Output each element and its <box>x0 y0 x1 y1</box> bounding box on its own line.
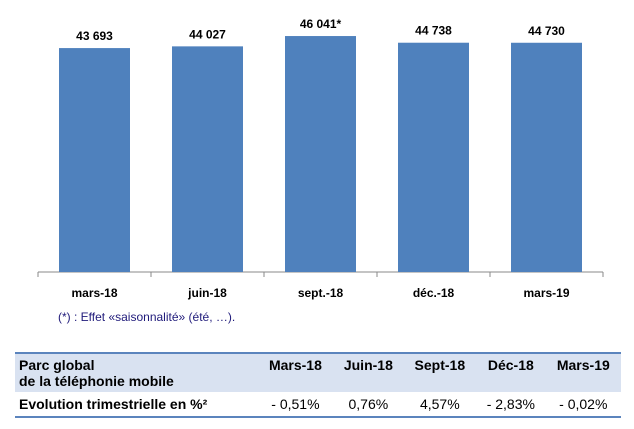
data-label: 44 738 <box>415 24 452 38</box>
table-header-label: Parc global de la téléphonie mobile <box>19 357 174 389</box>
data-label: 44 027 <box>189 27 226 41</box>
column-header: Déc-18 <box>487 357 534 373</box>
footnote: (*) : Effet «saisonnalité» (été, …). <box>58 310 236 324</box>
row-label: Evolution trimestrielle en %² <box>19 396 208 412</box>
x-tick-label: mars-18 <box>71 286 117 300</box>
bar-chart: 43 693 mars-18 44 027 juin-18 46 041* sept.-1… <box>37 17 604 300</box>
table-row: Evolution trimestrielle en %² - 0,51% 0,… <box>15 392 621 417</box>
bar <box>59 48 130 272</box>
table-header-row: Parc global de la téléphonie mobile Mars-… <box>15 353 621 392</box>
column-header: Mars-18 <box>268 357 322 373</box>
bar <box>172 46 243 272</box>
column-header: Sept-18 <box>414 357 466 373</box>
x-tick-label: déc.-18 <box>413 286 455 300</box>
evolution-table: Parc global de la téléphonie mobile Mars-… <box>15 352 621 418</box>
bar <box>285 36 356 273</box>
x-tick-label: mars-19 <box>523 286 569 300</box>
table-cell: 0,76% <box>348 396 389 412</box>
column-header: Mars-19 <box>556 357 610 373</box>
column-header: Juin-18 <box>343 357 393 373</box>
bar <box>398 42 469 273</box>
bar <box>511 42 582 272</box>
table-cell: 4,57% <box>419 396 460 412</box>
table-cell: - 0,51% <box>271 396 320 412</box>
x-tick-label: sept.-18 <box>298 286 344 300</box>
data-label: 46 041* <box>300 17 342 31</box>
table-cell: - 2,83% <box>486 396 535 412</box>
x-tick-label: juin-18 <box>187 286 227 300</box>
data-label: 43 693 <box>76 29 113 43</box>
table-cell: - 0,02% <box>559 396 608 412</box>
data-label: 44 730 <box>528 24 565 38</box>
